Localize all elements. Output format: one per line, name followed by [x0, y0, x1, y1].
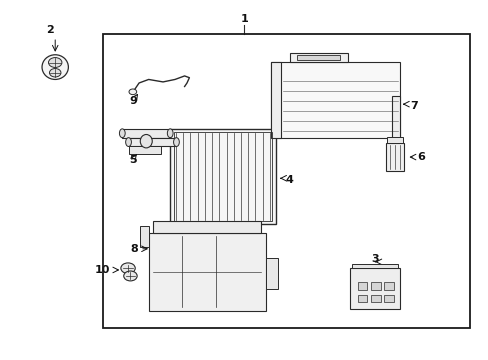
- Circle shape: [129, 89, 137, 95]
- Ellipse shape: [119, 129, 125, 138]
- Bar: [370, 294, 380, 302]
- Text: 2: 2: [46, 25, 54, 35]
- Text: 6: 6: [416, 152, 424, 162]
- Ellipse shape: [42, 55, 68, 80]
- Bar: [103, 33, 469, 328]
- Text: 9: 9: [129, 96, 137, 105]
- Text: 4: 4: [285, 175, 292, 185]
- Bar: [129, 147, 161, 154]
- Bar: [386, 136, 402, 143]
- Bar: [128, 138, 176, 147]
- Bar: [174, 132, 271, 221]
- Text: 10: 10: [95, 265, 110, 275]
- Text: 8: 8: [130, 244, 138, 254]
- Text: 1: 1: [240, 14, 248, 24]
- Bar: [170, 129, 275, 224]
- Ellipse shape: [123, 271, 137, 281]
- Bar: [351, 264, 397, 268]
- Bar: [357, 282, 366, 290]
- Ellipse shape: [48, 58, 62, 67]
- Bar: [140, 226, 148, 247]
- Text: 7: 7: [409, 101, 417, 111]
- Bar: [370, 282, 380, 290]
- Bar: [297, 55, 340, 60]
- Bar: [153, 221, 261, 233]
- Text: 3: 3: [371, 255, 378, 264]
- Bar: [349, 268, 399, 309]
- Bar: [391, 96, 400, 138]
- Bar: [270, 62, 281, 138]
- Ellipse shape: [173, 138, 179, 147]
- Bar: [265, 258, 278, 289]
- Bar: [289, 53, 347, 62]
- Ellipse shape: [49, 68, 61, 77]
- Bar: [384, 282, 393, 290]
- Ellipse shape: [167, 129, 173, 138]
- Bar: [148, 233, 265, 311]
- Bar: [385, 143, 403, 171]
- Ellipse shape: [125, 138, 131, 147]
- Text: 5: 5: [129, 154, 137, 165]
- Ellipse shape: [121, 263, 135, 274]
- Bar: [270, 62, 399, 138]
- Bar: [357, 294, 366, 302]
- Bar: [122, 129, 170, 138]
- Bar: [384, 294, 393, 302]
- Ellipse shape: [140, 135, 152, 148]
